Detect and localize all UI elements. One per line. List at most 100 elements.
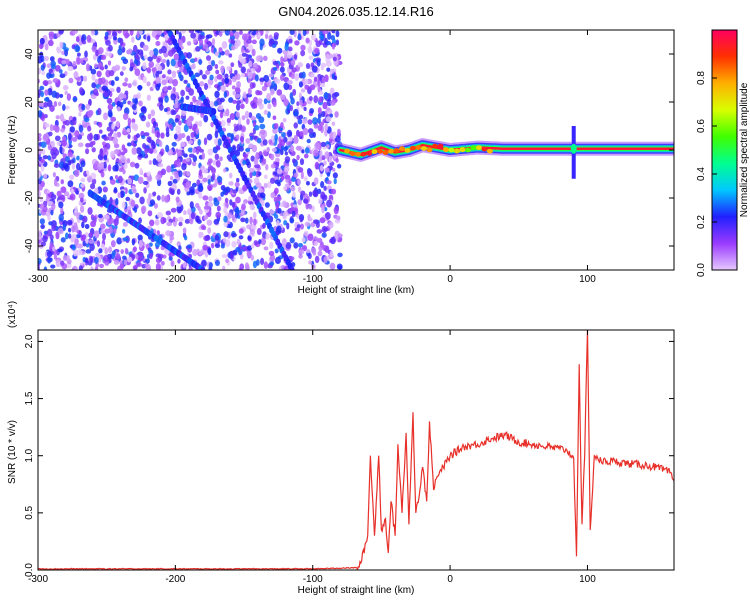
- noise-dot: [220, 84, 226, 92]
- noise-dot: [52, 171, 56, 178]
- noise-dot: [326, 180, 332, 185]
- noise-dot: [298, 92, 302, 99]
- noise-dot: [207, 34, 213, 39]
- noise-dot: [241, 203, 246, 211]
- noise-dot: [280, 56, 284, 64]
- noise-dot: [311, 264, 316, 269]
- noise-dot: [198, 209, 203, 215]
- noise-dot: [166, 59, 170, 67]
- noise-dot: [74, 169, 80, 177]
- signal-blob: [448, 147, 455, 153]
- noise-dot: [217, 104, 224, 111]
- noise-dot: [198, 81, 205, 87]
- noise-dot: [198, 251, 203, 256]
- noise-dot: [258, 239, 262, 245]
- noise-dot: [95, 49, 99, 57]
- noise-dot: [149, 49, 155, 57]
- noise-dot: [109, 196, 113, 205]
- x-tick-label: -200: [165, 274, 185, 285]
- signal-blob: [486, 148, 493, 154]
- noise-dot: [203, 215, 208, 221]
- noise-dot: [211, 167, 216, 175]
- noise-dot: [209, 74, 214, 81]
- y-tick-label: 2.0: [24, 334, 35, 348]
- noise-dot: [203, 82, 209, 91]
- noise-dot: [241, 52, 248, 57]
- noise-dot: [249, 228, 255, 236]
- noise-dot: [277, 207, 282, 214]
- noise-dot: [44, 89, 49, 96]
- noise-dot: [51, 90, 58, 98]
- noise-dot: [186, 135, 191, 142]
- noise-dot: [169, 236, 175, 241]
- x-tick-label: 100: [579, 574, 596, 585]
- noise-dot: [76, 243, 83, 249]
- noise-dot: [304, 221, 310, 227]
- noise-dot: [43, 173, 48, 179]
- noise-dot: [260, 237, 267, 246]
- noise-dot: [275, 195, 282, 202]
- noise-dot: [156, 57, 161, 63]
- noise-dot: [155, 83, 161, 91]
- noise-dot: [71, 163, 76, 170]
- noise-dot: [284, 156, 291, 163]
- noise-dot: [69, 193, 76, 201]
- noise-dot: [99, 149, 104, 157]
- noise-dot: [250, 254, 255, 261]
- noise-dot: [224, 73, 229, 79]
- noise-dot: [270, 192, 276, 199]
- signal-blob: [426, 147, 433, 153]
- noise-dot: [234, 69, 238, 75]
- noise-dot: [307, 128, 314, 134]
- noise-dot: [206, 219, 213, 226]
- noise-dot: [98, 255, 102, 263]
- noise-dot: [42, 235, 48, 243]
- noise-dot: [101, 141, 107, 146]
- noise-dot: [161, 79, 167, 86]
- noise-dot: [138, 252, 144, 257]
- noise-dot: [251, 48, 256, 57]
- noise-dot: [58, 30, 64, 35]
- noise-dot: [208, 262, 213, 269]
- colorbar-tick-label: 0.6: [696, 119, 707, 133]
- noise-dot: [297, 167, 304, 173]
- noise-dot: [38, 67, 42, 75]
- noise-dot: [236, 81, 241, 89]
- noise-dot: [40, 90, 45, 98]
- noise-dot: [59, 93, 64, 99]
- noise-dot: [155, 30, 160, 33]
- noise-dot: [297, 62, 304, 68]
- signal-blob: [431, 143, 438, 149]
- noise-dot: [268, 40, 273, 47]
- noise-dot: [223, 168, 227, 173]
- noise-dot: [72, 136, 78, 142]
- noise-dot: [151, 83, 156, 90]
- noise-dot: [86, 133, 93, 141]
- noise-dot: [76, 57, 81, 65]
- noise-dot: [173, 133, 178, 140]
- noise-dot: [94, 63, 98, 68]
- noise-dot: [268, 73, 274, 78]
- noise-dot: [305, 37, 310, 44]
- signal-blob: [371, 149, 378, 155]
- noise-dot: [311, 247, 317, 254]
- noise-dot: [89, 256, 94, 264]
- noise-dot: [58, 201, 64, 209]
- noise-dot: [117, 30, 122, 34]
- noise-dot: [307, 119, 313, 125]
- noise-dot: [135, 133, 141, 139]
- noise-dot: [228, 78, 232, 86]
- noise-dot: [329, 262, 336, 270]
- noise-dot: [46, 189, 51, 194]
- noise-dot: [308, 217, 313, 222]
- noise-dot: [180, 89, 185, 97]
- noise-dot: [275, 157, 280, 163]
- noise-dot: [183, 79, 188, 84]
- noise-dot: [168, 118, 175, 126]
- noise-dot: [75, 190, 80, 195]
- noise-dot: [319, 165, 324, 172]
- noise-dot: [265, 232, 270, 240]
- noise-dot: [324, 167, 330, 172]
- noise-dot: [270, 153, 275, 161]
- noise-dot: [80, 160, 86, 168]
